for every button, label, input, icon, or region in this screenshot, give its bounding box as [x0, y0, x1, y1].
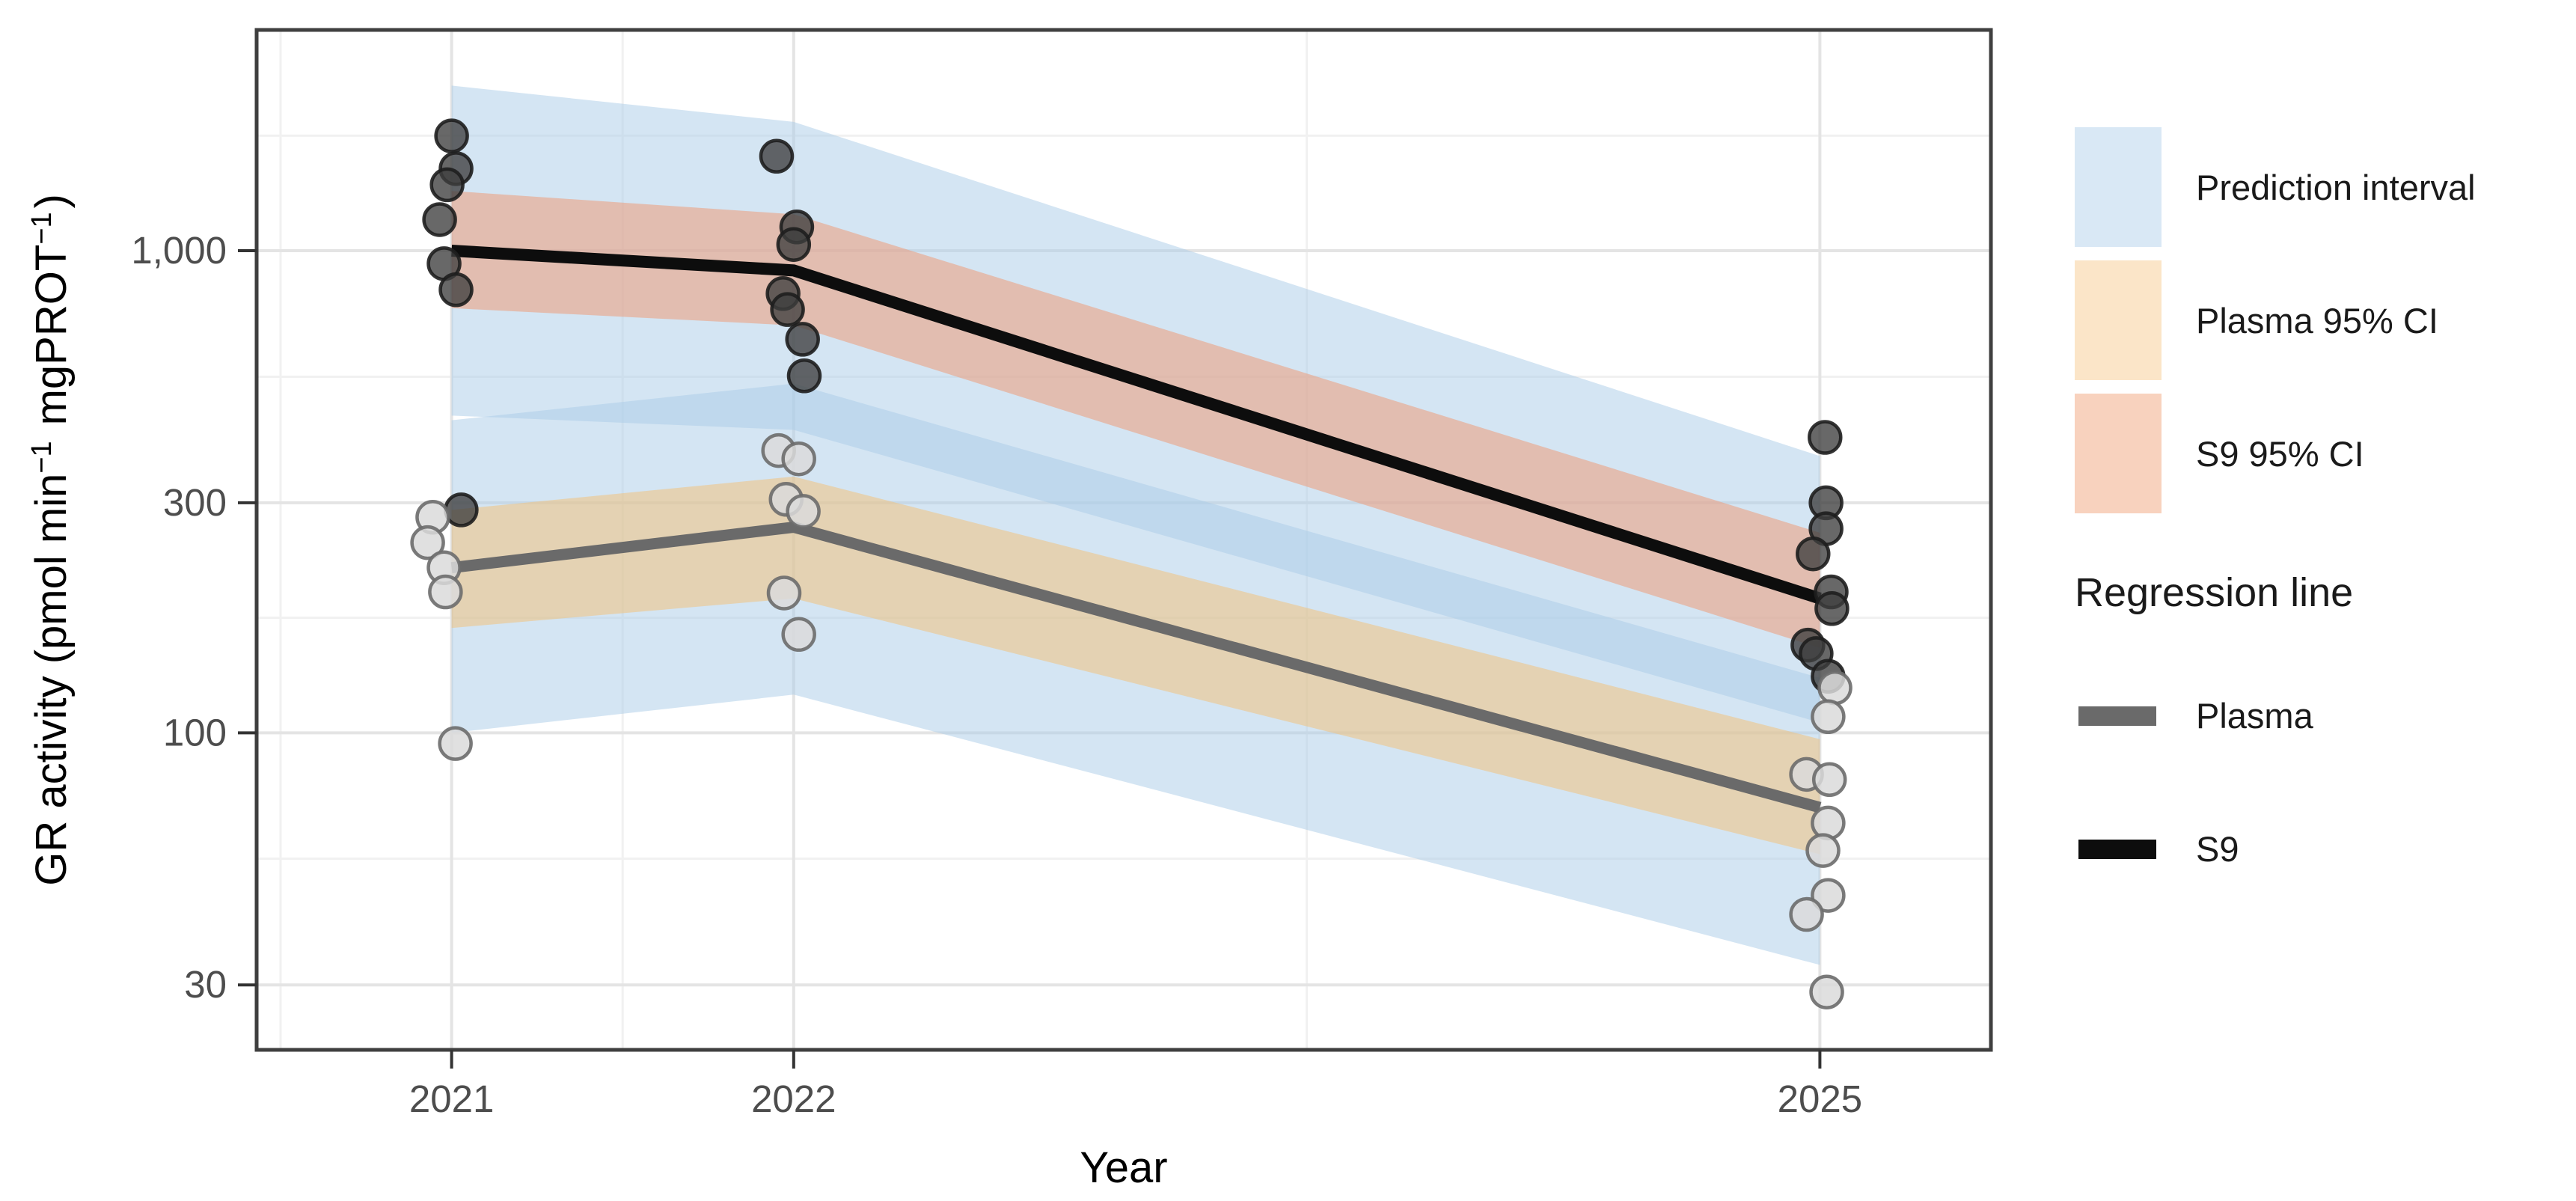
point-s9 — [429, 167, 465, 203]
legend-label-s9: S9 — [2196, 829, 2239, 869]
point-plasma — [1811, 699, 1846, 735]
point-s9 — [438, 272, 474, 308]
point-s9 — [759, 138, 795, 174]
point-plasma — [781, 617, 816, 653]
point-s9 — [786, 358, 822, 394]
point-plasma — [1809, 974, 1844, 1009]
point-s9 — [1796, 536, 1831, 572]
point-plasma — [786, 494, 821, 529]
x-tick-label: 2021 — [409, 1078, 494, 1120]
point-plasma — [781, 441, 816, 477]
x-tick-label: 2025 — [1778, 1078, 1862, 1120]
point-plasma — [1811, 878, 1846, 913]
y-tick-label: 300 — [163, 481, 227, 524]
legend-label-s9-95-ci: S9 95% CI — [2196, 434, 2364, 474]
point-plasma — [428, 574, 463, 610]
legend-swatch-prediction-interval — [2075, 127, 2162, 247]
point-plasma — [410, 525, 445, 560]
y-tick-label: 100 — [163, 711, 227, 754]
point-s9 — [434, 118, 469, 153]
y-tick-label: 30 — [184, 963, 227, 1006]
ribbon-plasma-95-ci — [451, 476, 1820, 855]
legend-title-regression-line: Regression line — [2075, 570, 2353, 615]
panel-border — [254, 28, 1993, 1052]
regression-line-plasma — [450, 522, 1822, 813]
legend-label-plasma: Plasma — [2196, 696, 2314, 736]
point-plasma — [438, 726, 473, 761]
y-tick-label: 1,000 — [131, 229, 227, 272]
point-s9 — [770, 292, 805, 327]
y-axis-title: GR activity (pmol min−1 mgPROT−1 ) — [26, 194, 76, 886]
point-s9 — [1808, 420, 1843, 455]
point-s9 — [422, 202, 457, 237]
legend-swatch-s9-95-ci — [2075, 394, 2162, 513]
point-plasma — [1789, 896, 1824, 932]
point-plasma — [1817, 670, 1853, 706]
point-plasma — [766, 575, 802, 611]
legend-swatch-plasma-95-ci — [2075, 260, 2162, 380]
point-s9 — [785, 322, 820, 357]
point-plasma — [1811, 762, 1847, 798]
regression-line-s9 — [451, 245, 1822, 605]
legend-label-plasma-95-ci: Plasma 95% CI — [2196, 301, 2438, 340]
point-plasma — [1805, 833, 1841, 868]
x-axis-title: Year — [1080, 1143, 1167, 1192]
x-tick-label: 2022 — [751, 1078, 836, 1120]
point-s9 — [1814, 591, 1850, 626]
legend-label-prediction-interval: Prediction interval — [2196, 168, 2476, 207]
point-s9 — [444, 492, 479, 528]
point-s9 — [776, 227, 812, 262]
